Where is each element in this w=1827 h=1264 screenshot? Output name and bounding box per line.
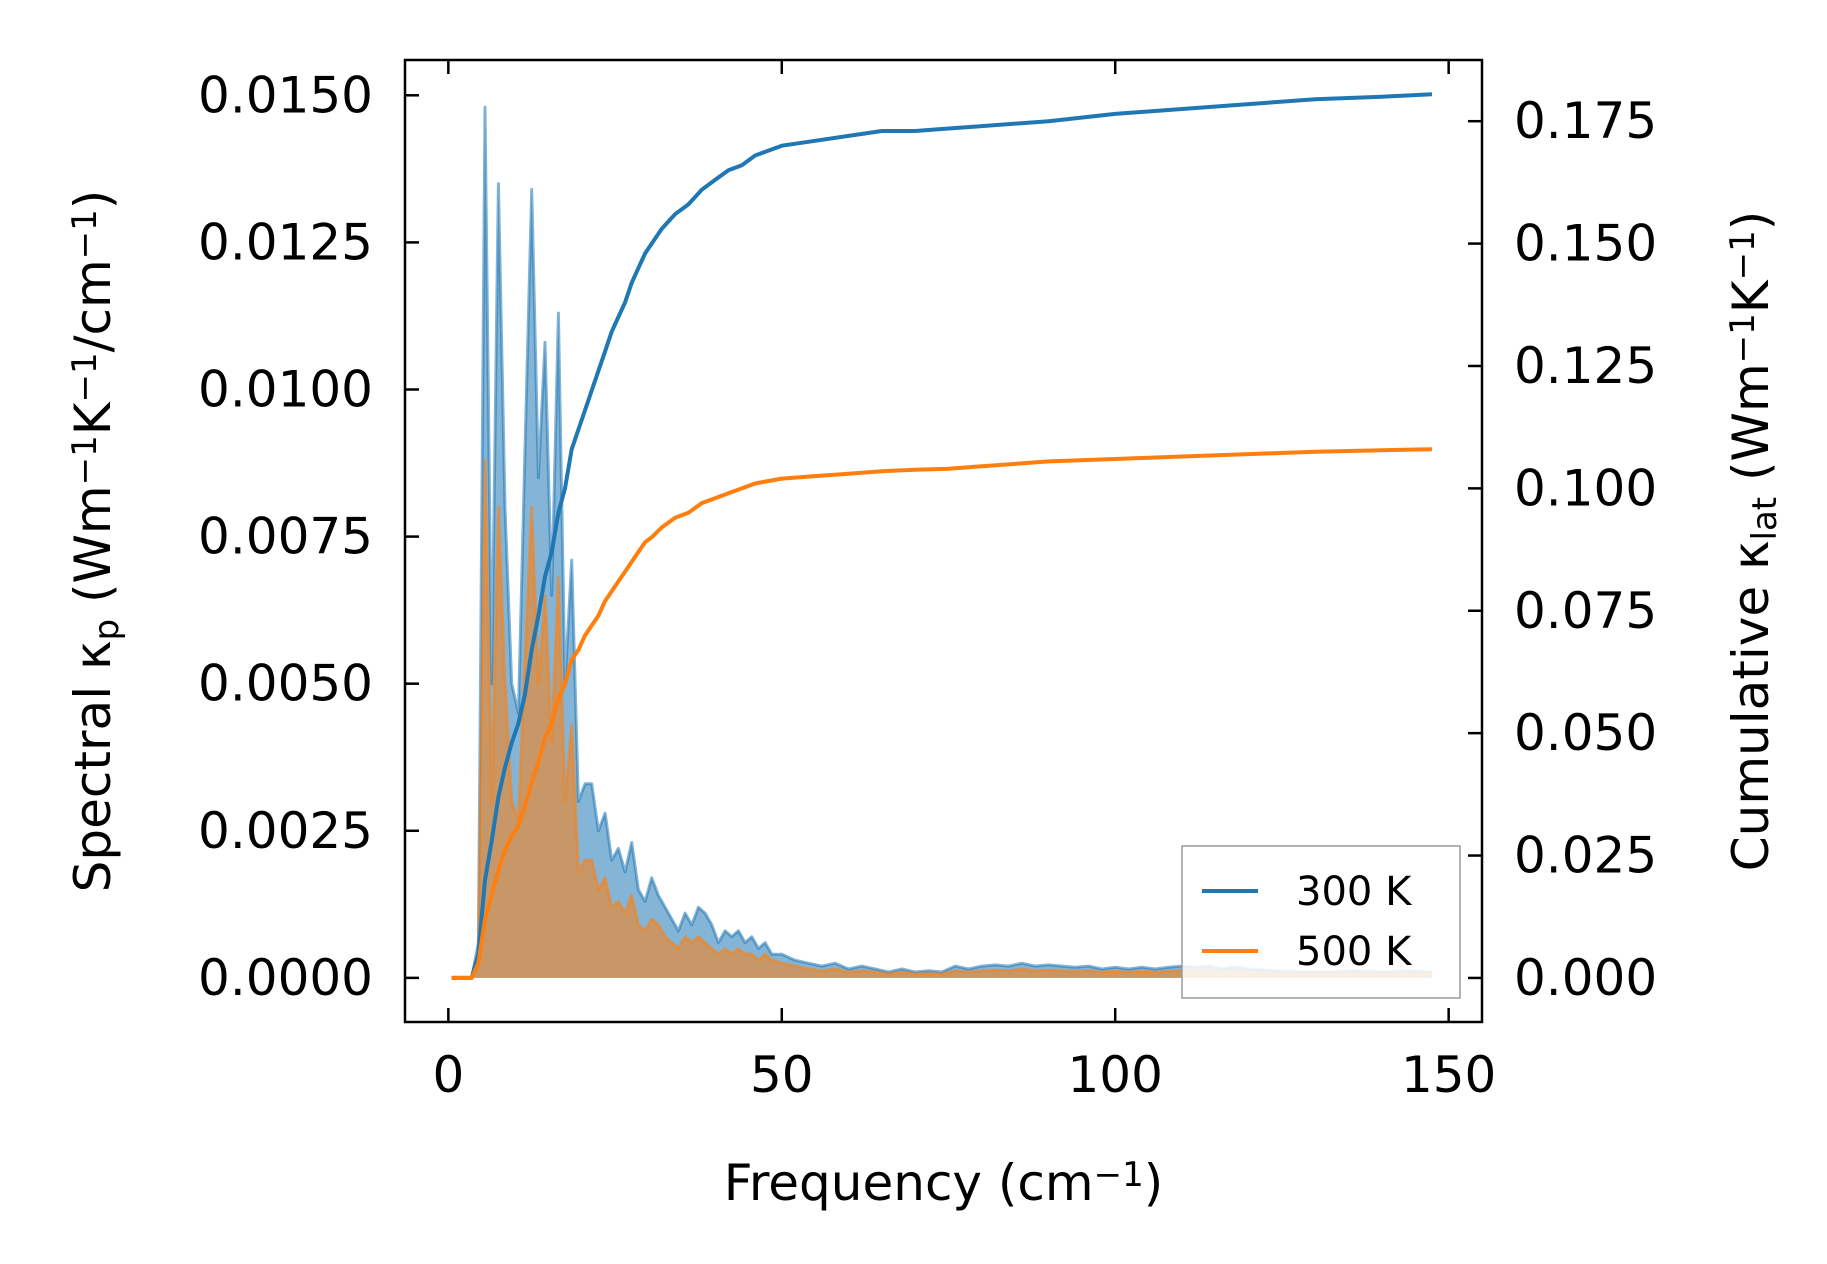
spectral-area-layer (451, 105, 1433, 980)
y-right-tick-label: 0.175 (1514, 92, 1657, 150)
y-right-axis-label: Cumulative κlat (Wm−1K−1) (1722, 211, 1785, 871)
legend-label-0: 300 K (1296, 869, 1413, 915)
x-tick-label: 0 (432, 1046, 464, 1104)
cumulative-line-1 (451, 447, 1433, 980)
x-axis-label: Frequency (cm−1) (724, 1154, 1164, 1212)
spectral-area-1 (451, 460, 1432, 978)
y-left-axis-label: Spectral κp (Wm−1K−1/cm−1) (64, 190, 127, 893)
y-right-tick-label: 0.150 (1514, 215, 1657, 273)
legend-box (1181, 845, 1461, 999)
y-right-tick-label: 0.050 (1514, 704, 1657, 762)
y-right-tick-label: 0.125 (1514, 337, 1657, 395)
ticks-layer: 0 50 100 150 0.0000 0.0025 0.0050 0.0075 0.0100 0… (198, 60, 1657, 1104)
y-left-tick-label: 0.0125 (198, 213, 373, 271)
y-right-tick-label: 0.100 (1514, 459, 1657, 517)
y-right-tick-label: 0.025 (1514, 827, 1657, 885)
plot-frame (403, 58, 1484, 1024)
spectral-line-1 (451, 458, 1433, 980)
y-left-tick-label: 0.0000 (198, 949, 373, 1007)
cumulative-line-layer (451, 92, 1433, 980)
y-right-tick-label: 0.075 (1514, 582, 1657, 640)
legend: 300 K 500 K (1181, 845, 1461, 999)
y-right-tick-label: 0.000 (1514, 949, 1657, 1007)
x-tick-label: 150 (1401, 1046, 1496, 1104)
spectral-line-0 (451, 105, 1433, 980)
y-left-tick-label: 0.0075 (198, 508, 373, 566)
x-tick-label: 50 (750, 1046, 814, 1104)
y-left-tick-label: 0.0050 (198, 655, 373, 713)
y-left-tick-label: 0.0025 (198, 802, 373, 860)
cumulative-line-0 (451, 92, 1433, 980)
x-tick-label: 100 (1068, 1046, 1163, 1104)
y-left-tick-label: 0.0100 (198, 360, 373, 418)
legend-label-1: 500 K (1296, 929, 1413, 975)
y-left-tick-label: 0.0150 (198, 66, 373, 124)
